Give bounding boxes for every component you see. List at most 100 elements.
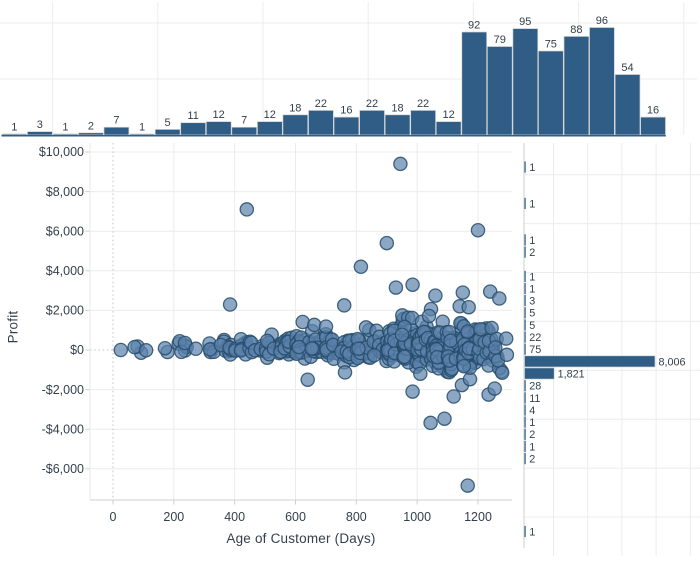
- scatter-point[interactable]: [318, 319, 334, 334]
- scatter-point[interactable]: [446, 389, 461, 404]
- age-histogram-bar[interactable]: [435, 121, 462, 136]
- age-histogram-bar[interactable]: [640, 116, 666, 136]
- scatter-point[interactable]: [388, 280, 404, 295]
- scatter-point[interactable]: [499, 347, 515, 363]
- profit-histogram-grid: [523, 143, 700, 556]
- age-histogram-bar[interactable]: [461, 31, 488, 136]
- scatter-point[interactable]: [304, 341, 320, 356]
- scatter-point[interactable]: [336, 298, 352, 313]
- profit-histogram-bar[interactable]: [524, 295, 526, 307]
- profit-histogram-bar-label: 1: [529, 235, 535, 247]
- scatter-point[interactable]: [498, 331, 514, 346]
- age-histogram-bar[interactable]: [103, 126, 130, 136]
- scatter-point[interactable]: [307, 317, 322, 333]
- age-histogram-bar[interactable]: [512, 28, 539, 136]
- age-histogram-bar[interactable]: [129, 133, 155, 136]
- profit-histogram-bar[interactable]: [524, 380, 526, 392]
- age-histogram-bar[interactable]: [333, 116, 360, 136]
- scatter-point[interactable]: [222, 297, 238, 312]
- scatter-point[interactable]: [188, 341, 204, 357]
- profit-histogram-bar[interactable]: [524, 343, 526, 355]
- profit-histogram-bar[interactable]: [524, 197, 526, 209]
- scatter-point[interactable]: [291, 339, 307, 355]
- profit-histogram-bar-label: 5: [529, 308, 535, 320]
- age-histogram-bar-label: 88: [570, 24, 582, 36]
- age-histogram-bar[interactable]: [257, 121, 283, 136]
- age-histogram-bar[interactable]: [1, 133, 28, 136]
- age-histogram-bar[interactable]: [538, 50, 564, 136]
- profit-histogram-bar[interactable]: [524, 440, 526, 452]
- age-histogram-bar[interactable]: [231, 126, 258, 136]
- scatter-point[interactable]: [456, 358, 472, 374]
- scatter-point[interactable]: [461, 299, 476, 315]
- scatter-point[interactable]: [455, 285, 471, 300]
- scatter-point[interactable]: [138, 343, 154, 358]
- profit-histogram-bar[interactable]: [524, 453, 526, 465]
- age-histogram-bar[interactable]: [486, 46, 513, 136]
- scatter-point[interactable]: [413, 366, 428, 381]
- scatter-point[interactable]: [394, 327, 410, 342]
- age-histogram-bar[interactable]: [308, 110, 334, 136]
- profit-histogram-bar[interactable]: [524, 404, 526, 416]
- age-histogram-bar[interactable]: [78, 132, 104, 136]
- scatter-point[interactable]: [460, 324, 475, 339]
- scatter-point[interactable]: [428, 288, 443, 303]
- age-histogram-bar[interactable]: [52, 133, 79, 136]
- scatter-point[interactable]: [423, 415, 438, 431]
- profit-histogram-bar[interactable]: [524, 525, 526, 538]
- profit-histogram-bar[interactable]: [524, 246, 526, 258]
- profit-histogram-bar[interactable]: [524, 367, 555, 380]
- age-histogram-bar[interactable]: [359, 110, 385, 136]
- scatter-point[interactable]: [353, 259, 369, 275]
- age-histogram-bar-label: 1: [11, 121, 17, 133]
- profit-histogram-bar[interactable]: [524, 428, 526, 440]
- profit-histogram-bar[interactable]: [524, 282, 526, 295]
- profit-histogram-bar[interactable]: [524, 355, 656, 368]
- age-histogram-bar[interactable]: [205, 121, 232, 136]
- profit-histogram-bar[interactable]: [524, 392, 526, 404]
- profit-histogram-bar[interactable]: [524, 416, 526, 428]
- age-histogram-bar[interactable]: [589, 27, 615, 136]
- profit-histogram-bar[interactable]: [524, 270, 526, 282]
- age-histogram-bar[interactable]: [154, 129, 181, 136]
- profit-histogram-bar[interactable]: [524, 161, 526, 173]
- scatter-point[interactable]: [437, 411, 452, 426]
- age-histogram-bar-label: 22: [315, 98, 327, 110]
- scatter-point[interactable]: [113, 342, 129, 358]
- profit-histogram-bar[interactable]: [524, 234, 526, 246]
- scatter-point[interactable]: [397, 349, 412, 365]
- scatter-point[interactable]: [494, 365, 510, 380]
- scatter-point[interactable]: [443, 333, 458, 348]
- profit-histogram-bar[interactable]: [524, 307, 526, 319]
- scatter-point[interactable]: [421, 308, 437, 324]
- profit-histogram-bar[interactable]: [524, 331, 526, 343]
- scatter-point[interactable]: [337, 365, 353, 380]
- scatter-point[interactable]: [405, 277, 420, 292]
- scatter-point[interactable]: [351, 341, 366, 356]
- scatter-point[interactable]: [488, 340, 503, 355]
- scatter-point[interactable]: [393, 156, 408, 172]
- age-histogram-bar-label: 1: [139, 121, 145, 133]
- age-histogram-bar[interactable]: [410, 110, 436, 136]
- scatter-point[interactable]: [492, 291, 507, 306]
- scatter-point[interactable]: [460, 478, 475, 493]
- scatter-point[interactable]: [487, 381, 502, 396]
- scatter-point[interactable]: [300, 372, 315, 387]
- age-histogram-bar-label: 75: [545, 39, 557, 51]
- y-tick-label: -$2,000: [42, 383, 84, 397]
- age-histogram-bar[interactable]: [282, 114, 309, 136]
- age-histogram-bar[interactable]: [27, 131, 53, 136]
- profit-histogram-bar[interactable]: [524, 319, 526, 331]
- age-histogram-bar[interactable]: [614, 74, 641, 136]
- scatter-point[interactable]: [366, 348, 382, 363]
- scatter-point[interactable]: [239, 202, 255, 217]
- age-histogram-bar[interactable]: [384, 114, 411, 136]
- age-histogram-bar[interactable]: [180, 122, 206, 136]
- scatter-point[interactable]: [157, 340, 173, 356]
- scatter-point[interactable]: [470, 222, 486, 238]
- profit-histogram-bar-label: 5: [529, 320, 535, 332]
- age-histogram-bar[interactable]: [563, 36, 590, 136]
- scatter-point[interactable]: [379, 235, 395, 251]
- scatter-point[interactable]: [405, 384, 420, 399]
